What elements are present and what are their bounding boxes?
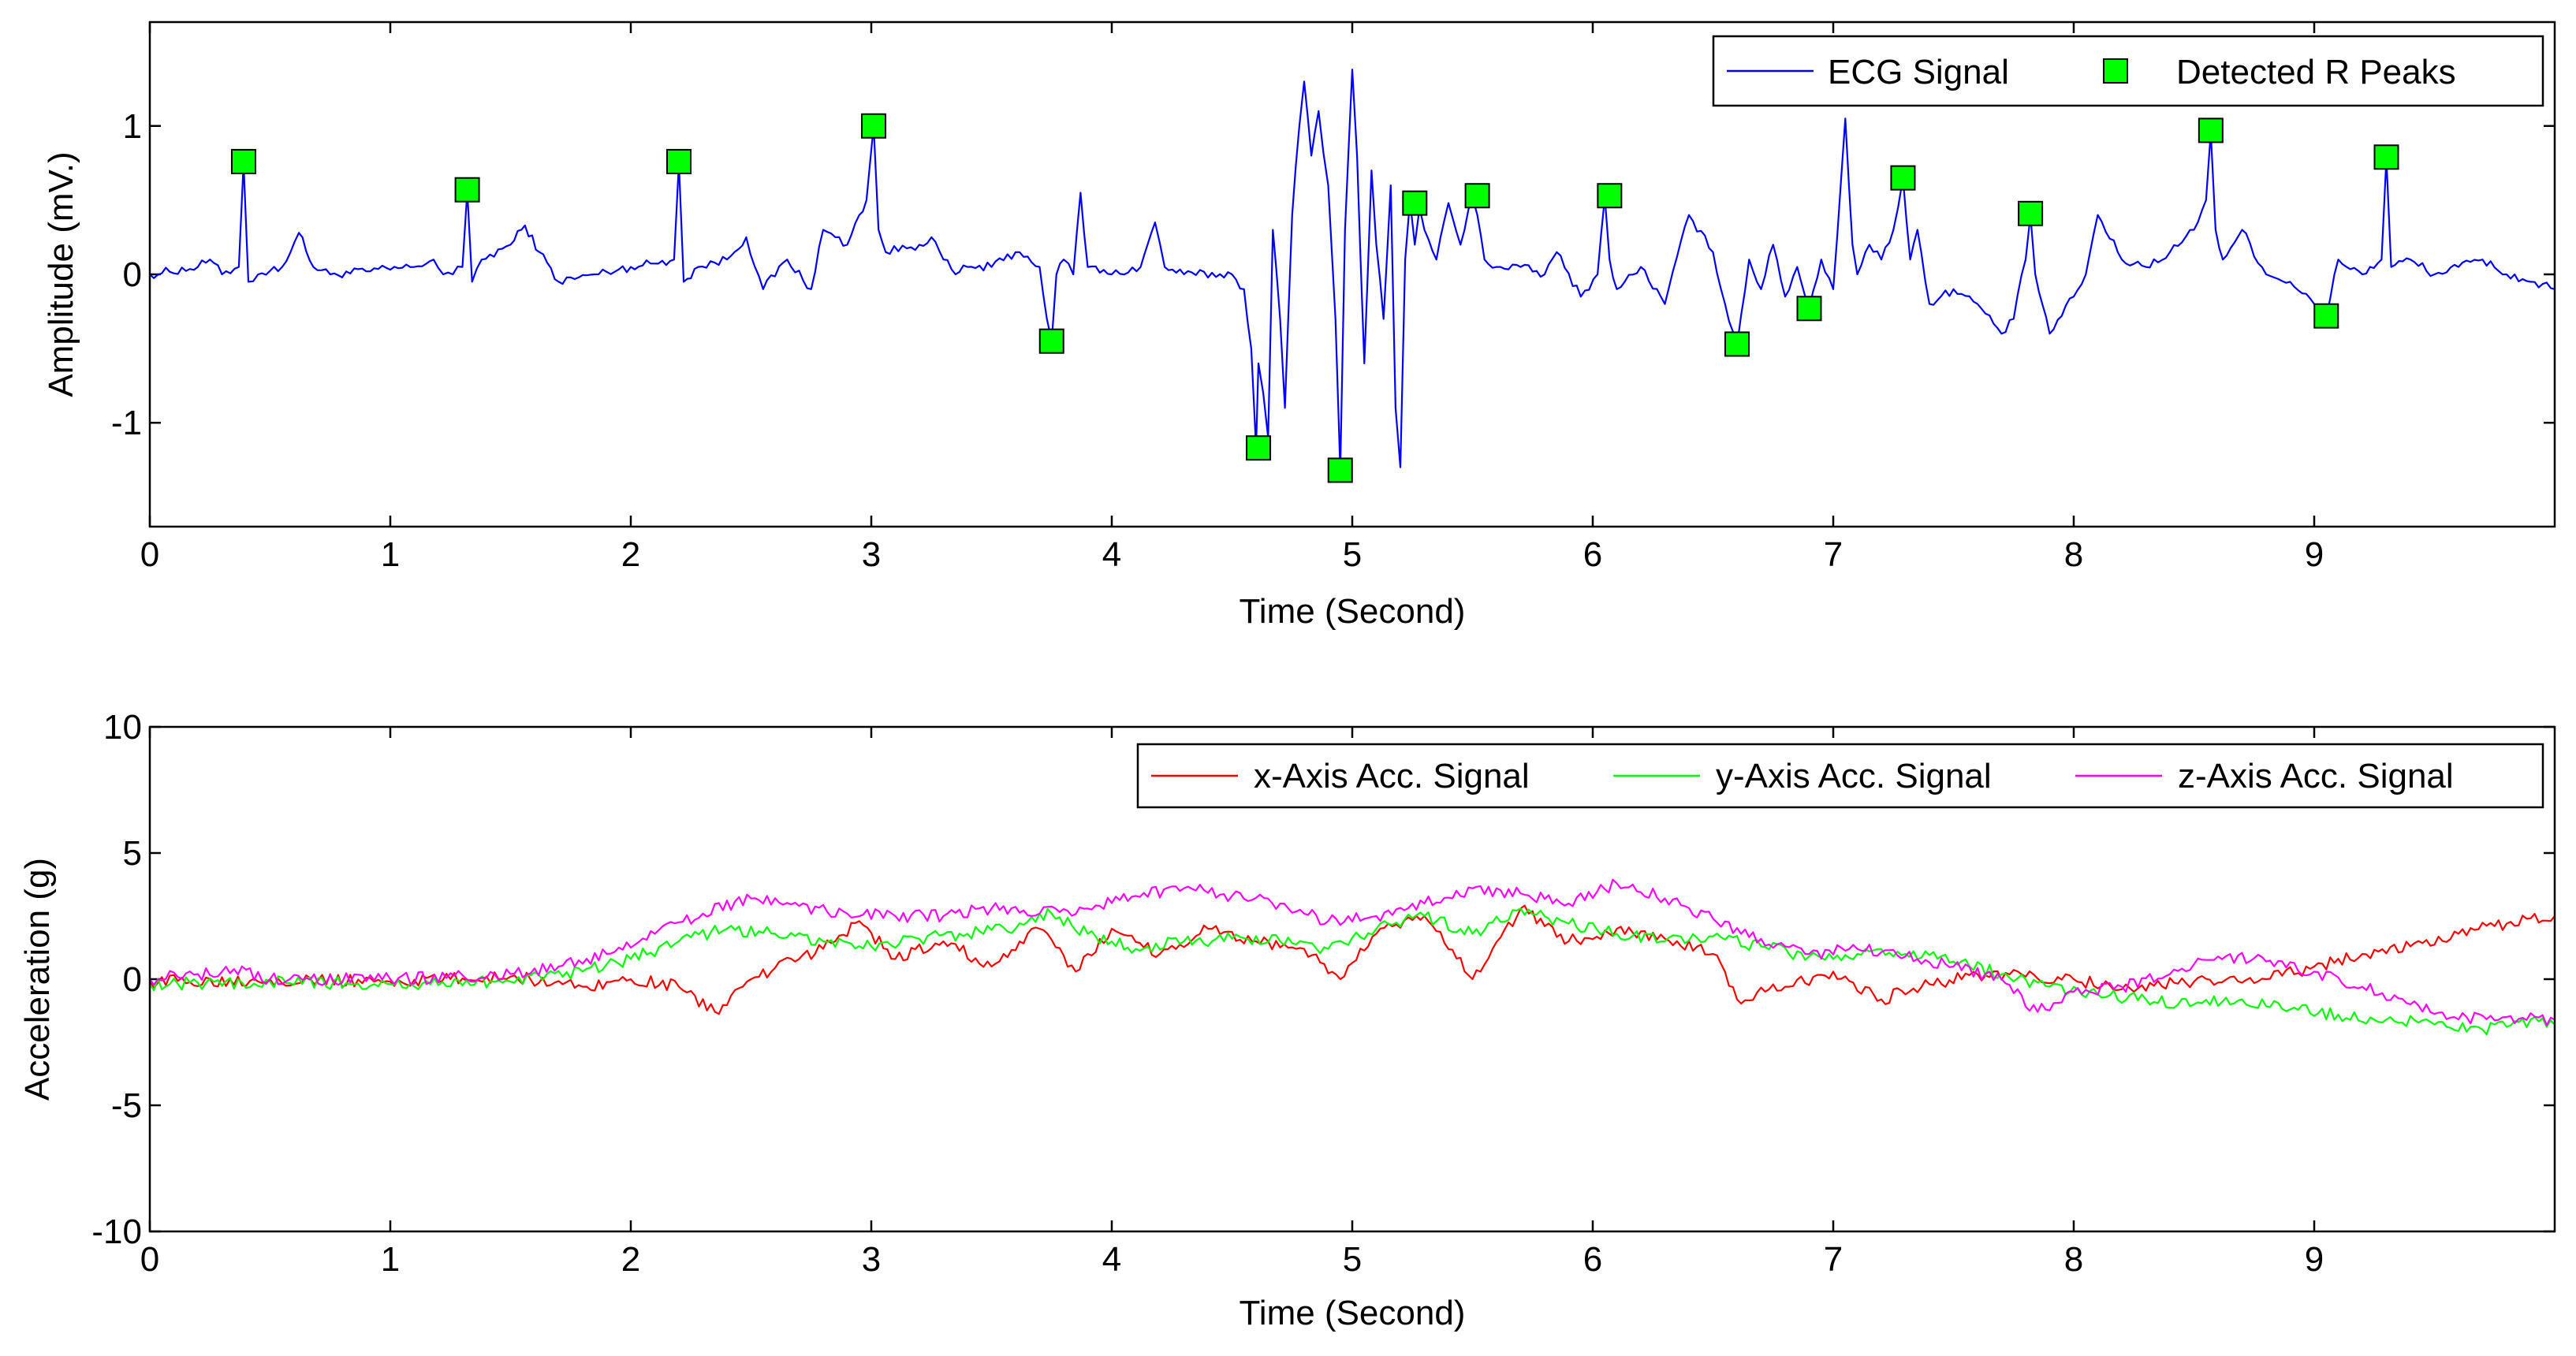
ecg-x-tick-label: 3	[862, 535, 881, 574]
ecg-x-tick-label: 7	[1824, 535, 1843, 574]
acc-axes-box	[148, 725, 2556, 1233]
ecg-series-detected-r-peaks	[230, 113, 2399, 483]
acc-x-tick-label: 7	[1824, 1240, 1843, 1279]
r-peak-marker	[1402, 190, 1428, 216]
acc-series	[150, 878, 2555, 1036]
ecg-x-tick-label: 8	[2064, 535, 2083, 574]
acc-series-y-axis-acc-signal	[150, 907, 2555, 1036]
acc-series-x-axis-acc-signal	[150, 904, 2555, 1015]
acc-x-tick-label: 1	[381, 1240, 400, 1279]
r-peak-marker	[1246, 435, 1272, 461]
ecg-axes-box	[148, 20, 2556, 528]
acc-x-tick-label: 4	[1102, 1240, 1121, 1279]
r-peak-marker	[1796, 296, 1822, 322]
r-peak-marker	[1890, 165, 1916, 191]
acc-x-tick-label: 2	[621, 1240, 640, 1279]
acc-legend-label-z: z-Axis Acc. Signal	[2178, 757, 2454, 795]
ecg-x-axis-label: Time (Second)	[1240, 592, 1466, 631]
ecg-y-tick-label: 0	[123, 255, 142, 294]
ecg-y-tick-label: 1	[123, 107, 142, 146]
acc-y-tick-label: -10	[91, 1213, 142, 1251]
r-peak-marker	[1464, 183, 1490, 209]
r-peak-marker	[861, 113, 887, 139]
ecg-x-tick-label: 2	[621, 535, 640, 574]
acc-y-axis-label: Acceleration (g)	[18, 858, 57, 1101]
acc-tick-marks	[148, 725, 2555, 1233]
acc-x-tick-label: 9	[2305, 1240, 2324, 1279]
r-peak-marker	[2018, 200, 2044, 226]
ecg-series-ecg-signal	[150, 69, 2555, 471]
ecg-legend-label-ecg: ECG Signal	[1828, 53, 2009, 91]
r-peak-marker	[2198, 117, 2224, 143]
acc-y-tick-labels: -10 -5 0 5 10	[91, 708, 142, 1251]
acc-x-tick-labels: 0 1 2 3 4 5 6 7 8 9	[140, 1240, 2324, 1279]
acc-legend-label-y: y-Axis Acc. Signal	[1716, 757, 1992, 795]
ecg-y-tick-labels: -1 0 1	[111, 107, 142, 442]
ecg-x-tick-label: 4	[1102, 535, 1121, 574]
acc-legend: x-Axis Acc. Signal y-Axis Acc. Signal z-…	[1136, 743, 2544, 809]
acc-plot-area	[150, 727, 2555, 1231]
ecg-axes: 0 1 2 3 4 5 6 7 8 9 -1 0 1 Time (Second) Amplitude …	[42, 20, 2556, 631]
r-peak-marker	[2373, 144, 2399, 170]
acc-y-tick-label: 0	[123, 960, 142, 999]
ecg-x-tick-label: 5	[1343, 535, 1362, 574]
ecg-x-tick-label: 6	[1583, 535, 1602, 574]
r-peak-marker	[2313, 303, 2339, 329]
r-peak-marker	[1038, 328, 1064, 354]
acc-legend-box	[1136, 743, 2544, 809]
ecg-x-tick-label: 0	[140, 535, 159, 574]
ecg-x-tick-label: 1	[381, 535, 400, 574]
r-peak-marker	[1724, 331, 1750, 357]
acc-y-tick-label: -5	[111, 1086, 142, 1125]
ecg-y-axis-label: Amplitude (mV.)	[42, 151, 80, 397]
acc-x-tick-label: 5	[1343, 1240, 1362, 1279]
ecg-legend-marker-swatch	[2103, 58, 2128, 84]
r-peak-marker	[454, 177, 480, 203]
ecg-legend-label-rpeaks: Detected R Peaks	[2176, 53, 2456, 91]
acc-x-tick-label: 6	[1583, 1240, 1602, 1279]
acc-x-tick-label: 8	[2064, 1240, 2083, 1279]
acc-y-tick-label: 10	[103, 708, 142, 747]
acc-x-axis-label: Time (Second)	[1240, 1294, 1466, 1332]
acc-series-z-axis-acc-signal	[150, 878, 2555, 1026]
r-peak-marker	[1327, 457, 1353, 483]
r-peak-marker	[1597, 183, 1623, 209]
r-peak-marker	[230, 148, 256, 174]
ecg-x-tick-labels: 0 1 2 3 4 5 6 7 8 9	[140, 535, 2324, 574]
acc-y-tick-label: 5	[123, 834, 142, 873]
ecg-legend: ECG Signal Detected R Peaks	[1712, 35, 2544, 107]
ecg-x-tick-label: 9	[2305, 535, 2324, 574]
ecg-series	[150, 69, 2555, 483]
acceleration-axes: 0 1 2 3 4 5 6 7 8 9 -10 -5 0 5 10 Time (Second) Accel…	[18, 708, 2556, 1332]
ecg-y-tick-label: -1	[111, 404, 142, 442]
acc-legend-label-x: x-Axis Acc. Signal	[1254, 757, 1530, 795]
acc-x-tick-label: 0	[140, 1240, 159, 1279]
acc-x-tick-label: 3	[862, 1240, 881, 1279]
r-peak-marker	[666, 148, 692, 174]
